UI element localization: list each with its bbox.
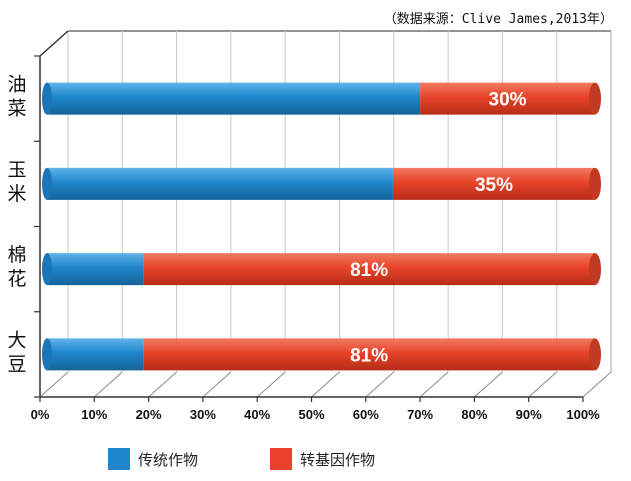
y-category-label: 花: [7, 268, 26, 290]
source-note: （数据来源：Clive James,2013年）: [383, 12, 613, 27]
bar-segment-gm: [392, 167, 595, 200]
x-tick-label: 50%: [298, 407, 324, 422]
x-tick-label: 90%: [516, 407, 542, 422]
data-label-gm: 30%: [489, 90, 527, 111]
data-label-gm: 81%: [350, 260, 388, 281]
bar-cap-traditional: [42, 253, 52, 286]
x-tick-label: 100%: [566, 407, 600, 422]
bar-cap-traditional: [42, 338, 52, 371]
y-axis-top-diagonal: [39, 30, 69, 57]
bar-segment-traditional: [47, 253, 144, 286]
y-category-label: 菜: [7, 98, 26, 120]
floor-line: [582, 371, 612, 398]
x-tick-label: 40%: [244, 407, 270, 422]
legend-swatch-gm: [270, 448, 293, 470]
y-category-label: 油: [7, 74, 26, 96]
y-category-label: 豆: [7, 353, 26, 375]
legend-item-traditional: 传统作物: [108, 448, 198, 470]
legend-item-gm: 转基因作物: [270, 448, 375, 470]
floor-line: [256, 371, 286, 398]
floor-line: [148, 371, 177, 398]
bar-cap-traditional: [42, 167, 52, 200]
floor-line: [474, 371, 503, 398]
y-category-label: 米: [7, 183, 26, 205]
legend: 传统作物 转基因作物: [108, 448, 447, 470]
bar-cap-gm: [589, 338, 601, 371]
data-label-gm: 81%: [350, 345, 388, 366]
floor-line: [202, 371, 232, 398]
x-tick-label: 60%: [353, 407, 379, 422]
x-tick-label: 70%: [407, 407, 433, 422]
bar-cap-gm: [589, 253, 601, 286]
floor-line: [311, 371, 340, 398]
floor-line: [93, 371, 123, 398]
legend-label-traditional: 传统作物: [138, 450, 199, 469]
x-tick-label: 30%: [190, 407, 216, 422]
data-label-gm: 35%: [475, 175, 513, 196]
legend-swatch-traditional: [108, 448, 130, 470]
bar-cap-traditional: [42, 82, 52, 115]
floor-line: [528, 371, 558, 398]
bar-cap-gm: [589, 82, 601, 115]
bar-segment-traditional: [47, 338, 144, 371]
y-category-label: 大: [7, 329, 26, 351]
x-tick-label: 80%: [461, 407, 487, 422]
x-tick-label: 10%: [81, 407, 107, 422]
labels: 0% 10% 20% 30% 40% 50% 60% 70% 80% 90% 100% 油菜 30% 玉米…: [7, 74, 600, 422]
x-tick-label: 0%: [31, 407, 50, 422]
bar-segment-gm: [420, 82, 595, 115]
floor-line: [419, 371, 449, 398]
legend-label-gm: 转基因作物: [300, 450, 376, 469]
bar-segment-gm: [143, 338, 596, 371]
bar-segment-gm: [143, 253, 596, 286]
floor-line: [39, 371, 69, 398]
bar-segment-traditional: [47, 167, 393, 200]
y-category-label: 玉: [7, 159, 26, 181]
bar-segment-traditional: [47, 82, 421, 115]
y-category-label: 棉: [7, 244, 26, 266]
bar-cap-gm: [589, 167, 601, 200]
floor-line: [365, 371, 395, 398]
bars: [42, 82, 601, 371]
x-tick-label: 20%: [136, 407, 162, 422]
